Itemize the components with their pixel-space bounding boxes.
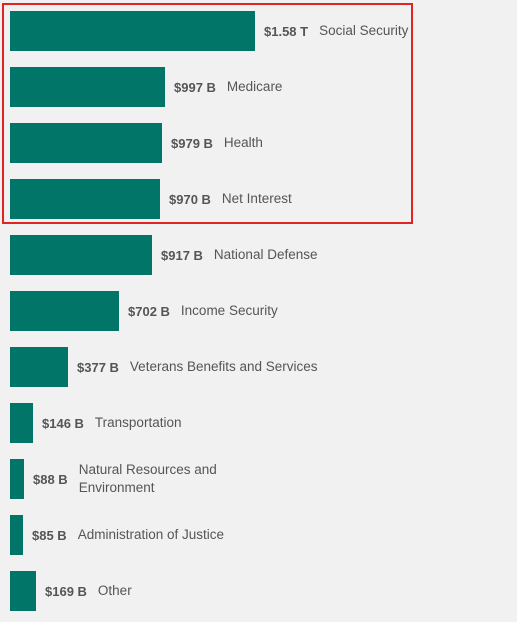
category-label: Transportation: [94, 415, 182, 430]
category-label: Income Security: [180, 303, 278, 318]
bar-row: $377 B Veterans Benefits and Services: [10, 347, 318, 387]
bar: [10, 11, 255, 51]
bar: [10, 459, 24, 499]
bar: [10, 291, 119, 331]
value-label: $169 B: [45, 583, 87, 599]
bar: [10, 347, 68, 387]
bar: [10, 179, 160, 219]
category-label: Medicare: [226, 79, 283, 94]
value-label: $702 B: [128, 303, 170, 319]
category-label: Veterans Benefits and Services: [129, 359, 318, 374]
bar: [10, 235, 152, 275]
bar: [10, 403, 33, 443]
value-label: $997 B: [174, 79, 216, 95]
bar-row: $702 B Income Security: [10, 291, 278, 331]
category-label: Net Interest: [221, 191, 292, 206]
bar-row: $1.58 T Social Security: [10, 11, 408, 51]
bar: [10, 67, 165, 107]
value-label: $1.58 T: [264, 23, 309, 39]
bar-row: $917 B National Defense: [10, 235, 318, 275]
value-label: $88 B: [33, 471, 68, 487]
bar-row: $169 B Other: [10, 571, 132, 611]
value-label: $85 B: [32, 527, 67, 543]
bar-row: $997 B Medicare: [10, 67, 282, 107]
category-label: Social Security: [319, 23, 409, 38]
category-label: Natural Resources and Environment: [78, 462, 217, 495]
bar-row: $146 B Transportation: [10, 403, 181, 443]
bar: [10, 571, 36, 611]
value-label: $979 B: [171, 135, 213, 151]
value-label: $146 B: [42, 415, 84, 431]
bar-row: $85 B Administration of Justice: [10, 515, 224, 555]
value-label: $970 B: [169, 191, 211, 207]
bar-row: $979 B Health: [10, 123, 263, 163]
category-label: Administration of Justice: [77, 527, 225, 542]
value-label: $917 B: [161, 247, 203, 263]
category-label: Health: [223, 135, 263, 150]
value-label: $377 B: [77, 359, 119, 375]
bar-row: $88 B Natural Resources and Environment: [10, 459, 219, 499]
bar: [10, 123, 162, 163]
bar-row: $970 B Net Interest: [10, 179, 292, 219]
category-label: National Defense: [213, 247, 318, 262]
bar: [10, 515, 23, 555]
category-label: Other: [97, 583, 132, 598]
